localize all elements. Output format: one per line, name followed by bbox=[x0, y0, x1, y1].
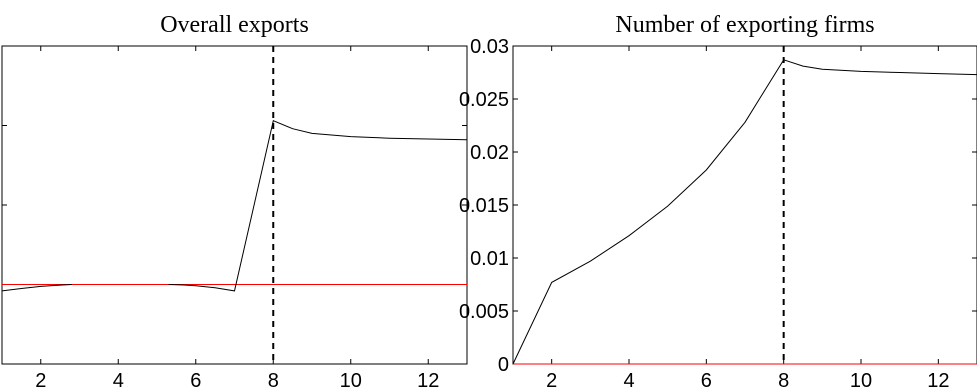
chart-1-ytick-label: 0.025 bbox=[459, 89, 509, 111]
chart-1-plot-frame bbox=[512, 45, 977, 365]
chart-1-ytick-label: 0.02 bbox=[470, 142, 509, 164]
chart-1-xtick-label: 4 bbox=[623, 370, 634, 391]
chart-0-xtick-label: 8 bbox=[268, 370, 279, 391]
chart-1-series-line bbox=[512, 59, 977, 365]
chart-1-ytick-label: 0.015 bbox=[459, 195, 509, 217]
chart-0-plot-frame bbox=[1, 45, 468, 365]
chart-1-title: Number of exporting firms bbox=[615, 12, 874, 38]
chart-1-xtick-label: 10 bbox=[850, 370, 872, 391]
chart-1-ytick-label: 0.005 bbox=[459, 301, 509, 323]
chart-0-xtick-label: 12 bbox=[417, 370, 439, 391]
chart-1-xtick-label: 6 bbox=[701, 370, 712, 391]
chart-0-xtick-label: 4 bbox=[113, 370, 124, 391]
chart-0-series-line bbox=[168, 120, 468, 292]
chart-0-series-line bbox=[1, 284, 72, 292]
chart-0-title: Overall exports bbox=[160, 12, 309, 38]
chart-1-xtick-label: 8 bbox=[778, 370, 789, 391]
chart-overall-exports: Overall exports-0.0500.050.10.1524681012 bbox=[1, 12, 468, 391]
chart-1-ytick-label: 0 bbox=[498, 354, 509, 376]
chart-0-xtick-label: 6 bbox=[190, 370, 201, 391]
chart-1-ytick-label: 0.03 bbox=[470, 36, 509, 58]
chart-1-xtick-label: 2 bbox=[546, 370, 557, 391]
chart-0-xtick-label: 10 bbox=[340, 370, 362, 391]
chart-number-of-exporting-firms: Number of exporting firms 0 0.005 0.01 0.015… bbox=[459, 12, 977, 391]
chart-1-ytick-label: 0.01 bbox=[470, 248, 509, 270]
chart-0-xtick-label: 2 bbox=[35, 370, 46, 391]
chart-1-xtick-label: 12 bbox=[927, 370, 949, 391]
